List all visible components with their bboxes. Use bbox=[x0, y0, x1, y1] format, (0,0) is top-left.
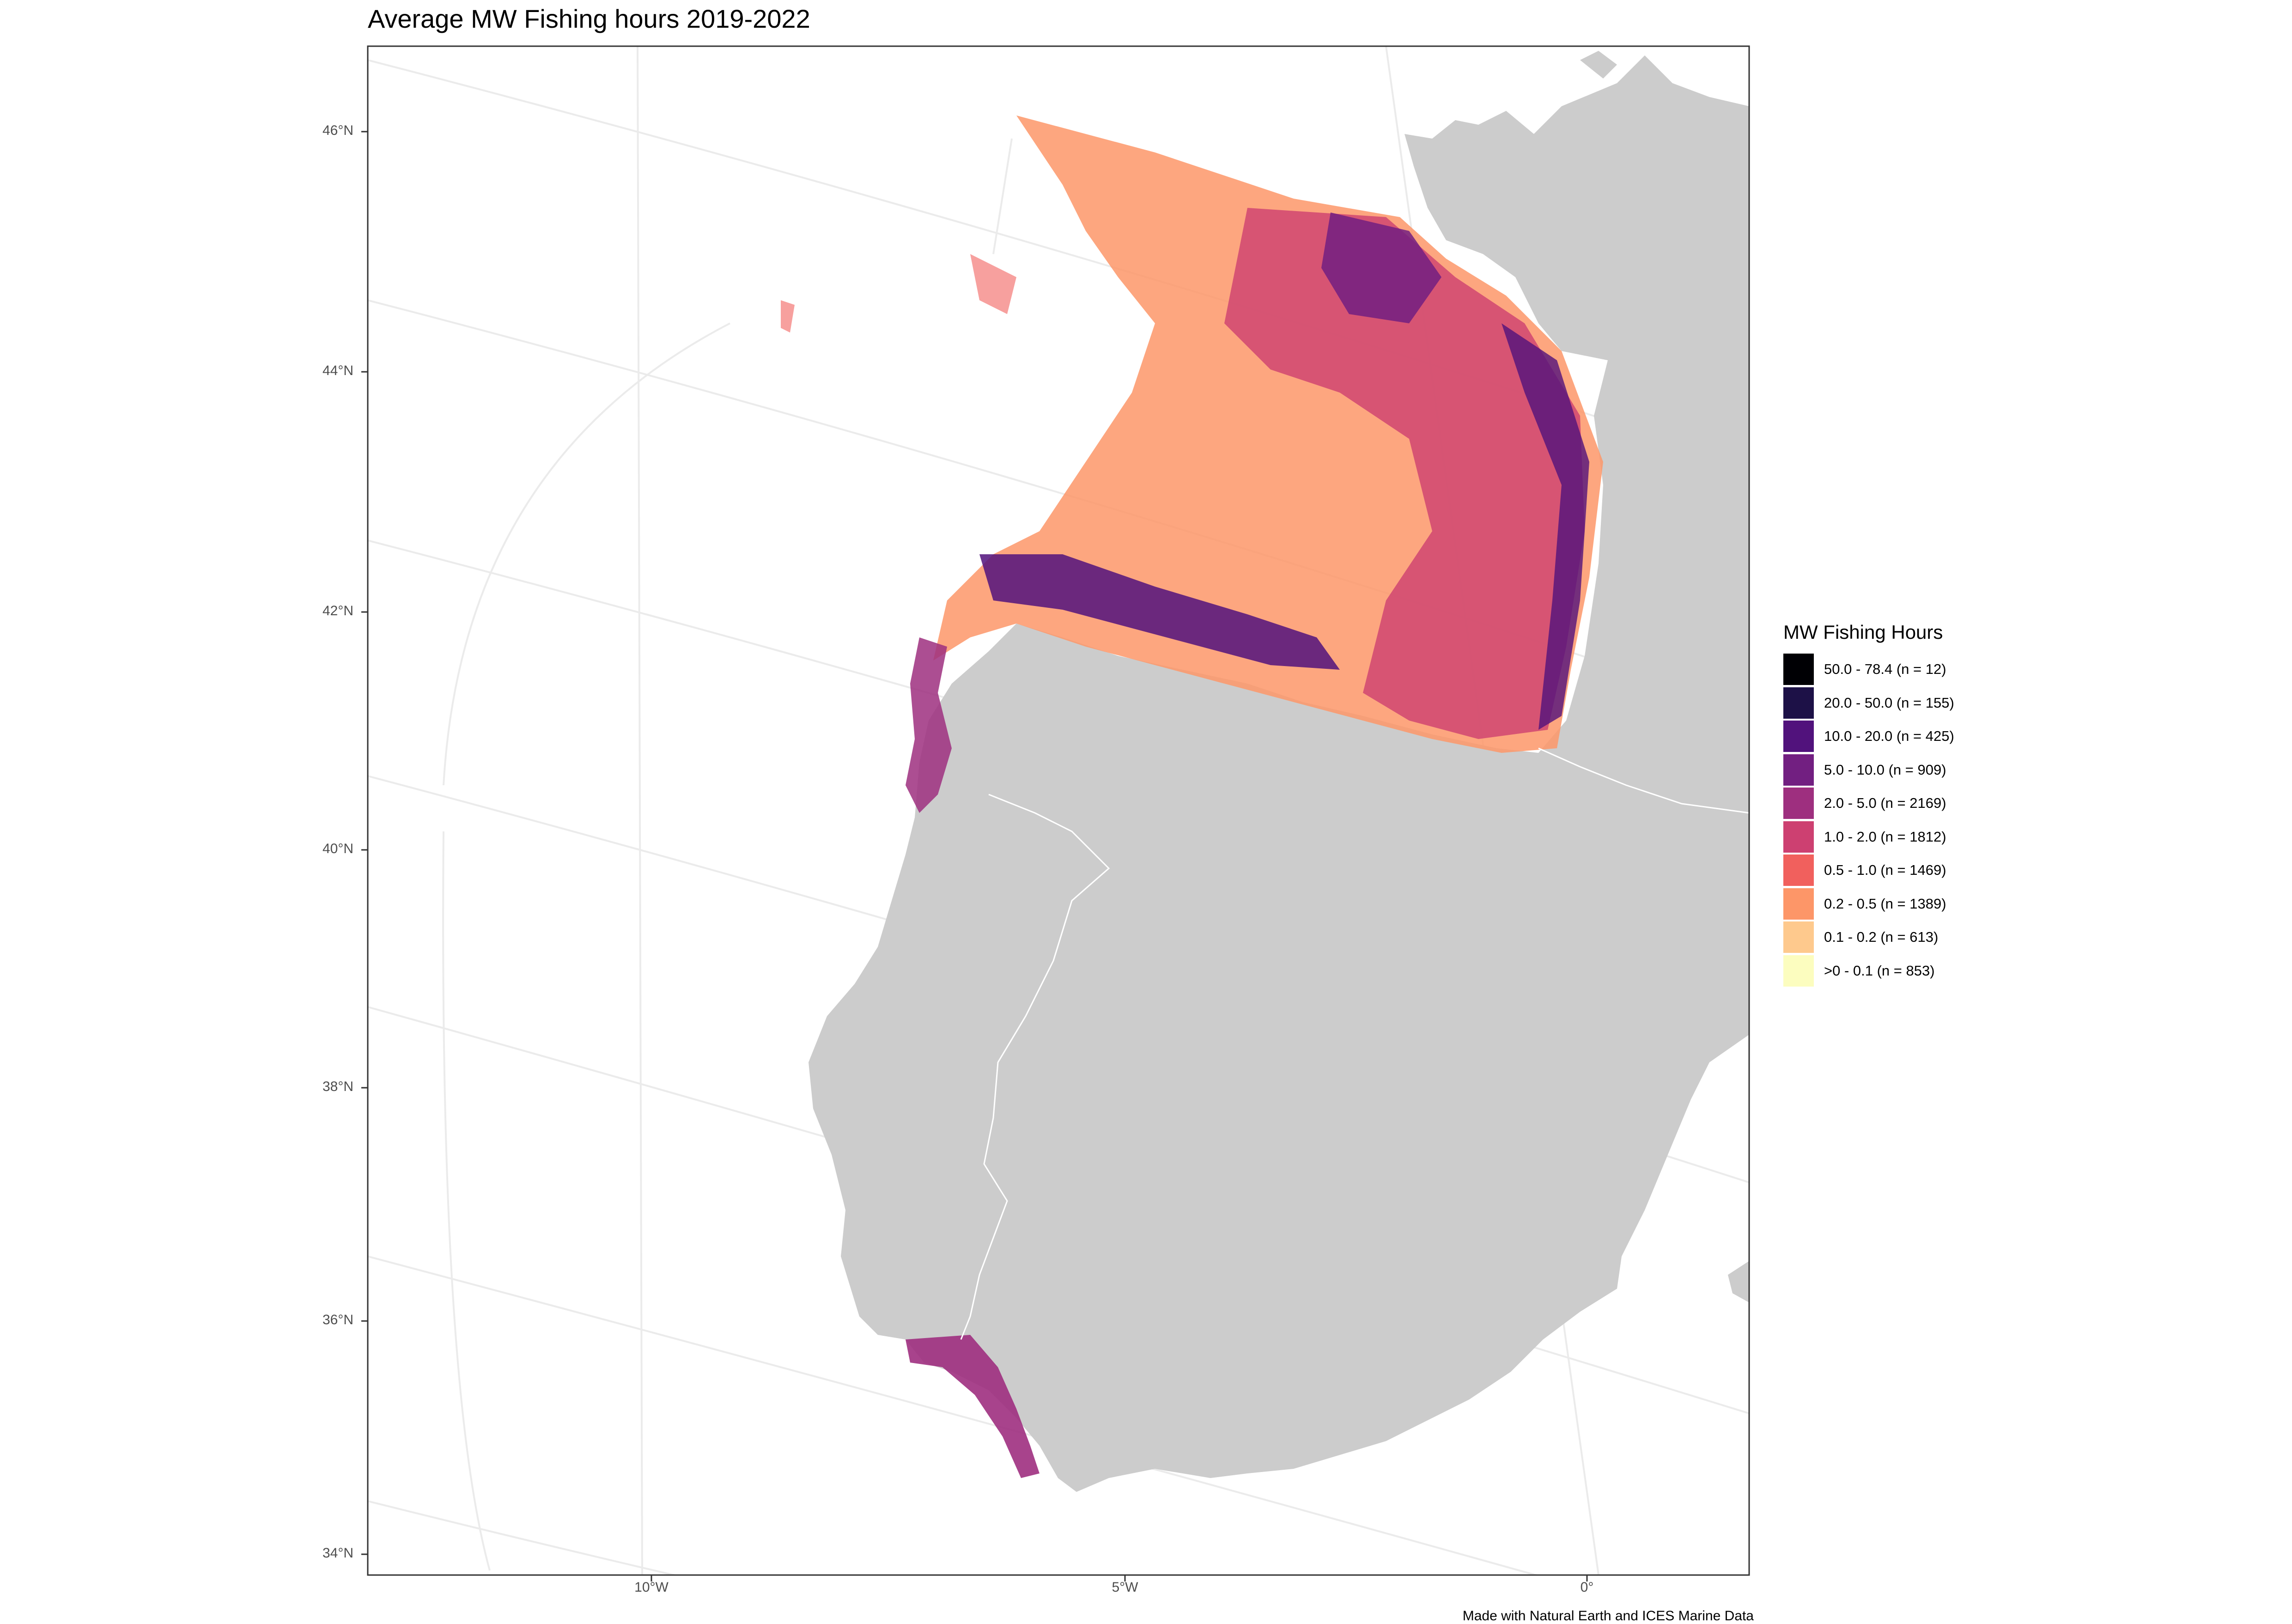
legend-label: 0.1 - 0.2 (n = 613) bbox=[1824, 929, 1939, 945]
legend-item: 0.2 - 0.5 (n = 1389) bbox=[1783, 887, 1954, 921]
legend-item: 2.0 - 5.0 (n = 2169) bbox=[1783, 787, 1954, 820]
map-panel bbox=[368, 46, 1749, 1575]
y-tick-label: 40°N bbox=[322, 841, 353, 856]
legend-item: 0.1 - 0.2 (n = 613) bbox=[1783, 921, 1954, 954]
borders bbox=[960, 747, 1749, 1340]
y-tick-label: 36°N bbox=[322, 1312, 353, 1327]
axis-ticks bbox=[361, 131, 1588, 1582]
legend-swatch bbox=[1783, 955, 1814, 987]
legend-items: 50.0 - 78.4 (n = 12) 20.0 - 50.0 (n = 155… bbox=[1783, 653, 1954, 988]
land-iberia-france bbox=[809, 55, 1749, 1492]
legend-label: 0.2 - 0.5 (n = 1389) bbox=[1824, 895, 1946, 912]
legend-label: 10.0 - 20.0 (n = 425) bbox=[1824, 728, 1954, 745]
y-tick-label: 34°N bbox=[322, 1545, 353, 1561]
legend-swatch bbox=[1783, 721, 1814, 752]
legend-item: 1.0 - 2.0 (n = 1812) bbox=[1783, 820, 1954, 854]
y-tick-label: 46°N bbox=[322, 123, 353, 138]
legend: MW Fishing Hours 50.0 - 78.4 (n = 12) 20.… bbox=[1783, 621, 1954, 988]
legend-item: 5.0 - 10.0 (n = 909) bbox=[1783, 753, 1954, 787]
legend-label: 0.5 - 1.0 (n = 1469) bbox=[1824, 862, 1946, 879]
source-caption: Made with Natural Earth and ICES Marine … bbox=[1462, 1608, 1754, 1624]
effort-galicia bbox=[906, 637, 952, 813]
legend-swatch bbox=[1783, 788, 1814, 819]
legend-label: 20.0 - 50.0 (n = 155) bbox=[1824, 694, 1954, 711]
effort-north-coast bbox=[979, 554, 1340, 670]
legend-swatch bbox=[1783, 754, 1814, 786]
y-tick-label: 42°N bbox=[322, 603, 353, 618]
legend-title: MW Fishing Hours bbox=[1783, 621, 1943, 643]
legend-swatch bbox=[1783, 654, 1814, 685]
y-tick-label: 44°N bbox=[322, 363, 353, 378]
effort-biscay-core bbox=[1321, 212, 1441, 323]
legend-item: 0.5 - 1.0 (n = 1469) bbox=[1783, 854, 1954, 887]
legend-label: 2.0 - 5.0 (n = 2169) bbox=[1824, 795, 1946, 812]
y-tick-label: 38°N bbox=[322, 1079, 353, 1094]
land-balearic bbox=[1728, 1261, 1749, 1303]
effort-gulf-of-cadiz bbox=[906, 1335, 1040, 1478]
land-channel-islands bbox=[1580, 51, 1617, 79]
x-tick-label: 0° bbox=[1580, 1580, 1594, 1595]
legend-item: 50.0 - 78.4 (n = 12) bbox=[1783, 653, 1954, 686]
legend-swatch bbox=[1783, 854, 1814, 886]
legend-label: 1.0 - 2.0 (n = 1812) bbox=[1824, 828, 1946, 845]
x-tick-label: 10°W bbox=[634, 1580, 669, 1595]
legend-label: 5.0 - 10.0 (n = 909) bbox=[1824, 761, 1946, 778]
panel-border bbox=[367, 45, 1750, 1576]
fishing-effort-layer bbox=[781, 115, 1603, 1478]
legend-item: 20.0 - 50.0 (n = 155) bbox=[1783, 686, 1954, 720]
legend-label: >0 - 0.1 (n = 853) bbox=[1824, 962, 1935, 979]
map-title: Average MW Fishing hours 2019-2022 bbox=[368, 4, 810, 33]
legend-swatch bbox=[1783, 888, 1814, 920]
legend-item: >0 - 0.1 (n = 853) bbox=[1783, 954, 1954, 988]
x-tick-label: 5°W bbox=[1112, 1580, 1138, 1595]
legend-label: 50.0 - 78.4 (n = 12) bbox=[1824, 661, 1946, 678]
legend-swatch bbox=[1783, 687, 1814, 719]
effort-biscay-inner bbox=[1224, 208, 1585, 739]
effort-biscay-east bbox=[1502, 323, 1589, 730]
legend-item: 10.0 - 20.0 (n = 425) bbox=[1783, 720, 1954, 753]
legend-swatch bbox=[1783, 821, 1814, 853]
legend-swatch bbox=[1783, 921, 1814, 953]
